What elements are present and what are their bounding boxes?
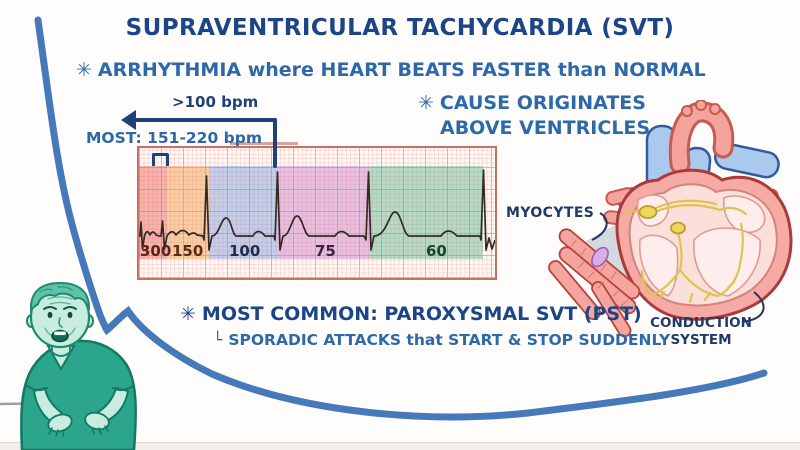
conduction-system-label: CONDUCTION SYSTEM	[644, 315, 758, 349]
asterisk-icon: ✳	[418, 92, 434, 114]
ecg-band-100	[209, 166, 278, 259]
ecg-rate-label: 100	[229, 242, 261, 260]
bpm-arrow-label: >100 bpm	[172, 93, 259, 111]
myocyte-nucleus	[591, 246, 609, 268]
bottom-edge-strip	[0, 442, 800, 450]
conduction-system-network	[622, 199, 748, 304]
sa-node	[638, 205, 658, 219]
bullet-arrhythmia: ✳ ARRHYTHMIA where HEART BEATS FASTER tha…	[76, 59, 706, 81]
bpm-arrow-line	[133, 118, 277, 122]
bpm-arrow-vertical-line	[273, 118, 277, 168]
elbow-arrow-icon: └	[213, 331, 223, 349]
speech-bubble-outline	[34, 16, 768, 421]
asterisk-icon: ✳	[76, 59, 92, 81]
conduction-label-line2: SYSTEM	[670, 332, 732, 348]
bullet-most-common-text: MOST COMMON: PAROXYSMAL SVT (PST)	[201, 303, 642, 325]
myocytes-connector-line	[591, 212, 608, 241]
asterisk-icon: ✳	[180, 303, 196, 325]
bullet-sporadic: └ SPORADIC ATTACKS that START & STOP SUDD…	[213, 331, 670, 349]
ecg-band-60	[369, 166, 483, 259]
ecg-band-75	[278, 166, 369, 259]
bullet-sporadic-text: SPORADIC ATTACKS that START & STOP SUDDE…	[228, 331, 671, 349]
av-node	[670, 221, 686, 235]
ecg-rate-label: 60	[426, 242, 447, 260]
bullet-cause: ✳ CAUSE ORIGINATES ABOVE VENTRICLES	[418, 91, 650, 141]
bullet-cause-line1: CAUSE ORIGINATES	[439, 92, 646, 114]
ecg-trace	[139, 169, 495, 251]
presenter-cartoon	[20, 281, 137, 450]
bpm-arrowhead-icon	[121, 110, 136, 130]
ecg-rate-label: 300	[140, 242, 172, 260]
ecg-rate-label: 150	[172, 242, 204, 260]
conduction-connector-line	[741, 291, 765, 323]
bullet-most-common: ✳ MOST COMMON: PAROXYSMAL SVT (PST)	[180, 303, 642, 325]
myocytes-label: MYOCYTES	[506, 205, 595, 221]
page-title: SUPRAVENTRICULAR TACHYCARDIA (SVT)	[125, 15, 675, 41]
bullet-cause-line2: ABOVE VENTRICLES	[440, 117, 651, 139]
interval-bracket-icon	[152, 153, 169, 166]
bpm-range-label: MOST: 151-220 bpm	[86, 129, 262, 147]
conduction-label-line1: CONDUCTION	[650, 315, 752, 331]
range-leader-line	[230, 142, 298, 145]
bullet-arrhythmia-text: ARRHYTHMIA where HEART BEATS FASTER than…	[97, 59, 706, 81]
ecg-strip: 300 150 100 75 60	[137, 146, 497, 280]
ecg-rate-label: 75	[315, 242, 336, 260]
aorta	[668, 100, 735, 175]
ecg-band-150	[167, 166, 209, 259]
heart-illustration	[548, 100, 793, 338]
